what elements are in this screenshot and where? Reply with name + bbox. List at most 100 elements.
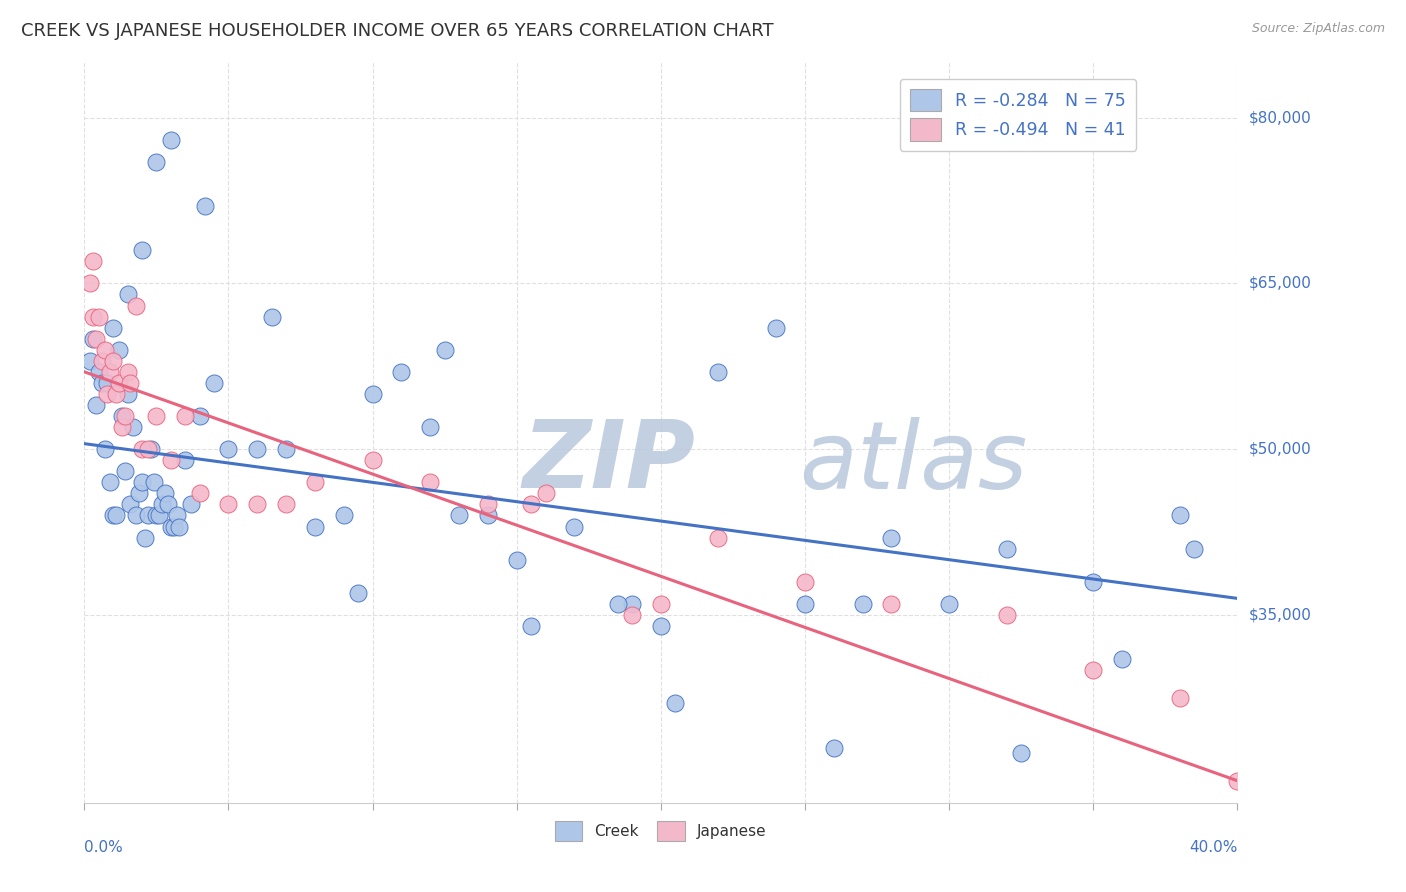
Point	[664, 697, 686, 711]
Text: $50,000: $50,000	[1249, 442, 1312, 457]
Point	[153, 486, 176, 500]
Point	[142, 475, 165, 490]
Point	[823, 740, 845, 755]
Point	[391, 365, 413, 379]
Legend: Creek, Japanese: Creek, Japanese	[548, 815, 773, 847]
Point	[794, 574, 817, 589]
Point	[87, 310, 110, 324]
Point	[169, 519, 191, 533]
Point	[333, 508, 356, 523]
Point	[131, 244, 153, 258]
Point	[111, 409, 134, 423]
Point	[156, 498, 179, 512]
Point	[114, 464, 136, 478]
Point	[117, 365, 139, 379]
Text: atlas: atlas	[799, 417, 1028, 508]
Point	[419, 420, 441, 434]
Point	[160, 453, 183, 467]
Point	[304, 475, 326, 490]
Point	[477, 508, 499, 523]
Point	[650, 619, 672, 633]
Point	[1182, 541, 1205, 556]
Point	[938, 597, 960, 611]
Point	[105, 508, 128, 523]
Point	[125, 508, 148, 523]
Point	[93, 442, 115, 457]
Point	[433, 343, 456, 357]
Point	[131, 442, 153, 457]
Point	[218, 442, 240, 457]
Point	[276, 498, 298, 512]
Point	[114, 409, 136, 423]
Point	[194, 199, 217, 213]
Point	[174, 453, 197, 467]
Text: Source: ZipAtlas.com: Source: ZipAtlas.com	[1251, 22, 1385, 36]
Point	[108, 376, 131, 390]
Point	[105, 387, 128, 401]
Point	[148, 508, 170, 523]
Point	[520, 498, 543, 512]
Point	[103, 353, 124, 368]
Point	[506, 552, 529, 566]
Point	[82, 310, 104, 324]
Point	[82, 254, 104, 268]
Text: $35,000: $35,000	[1249, 607, 1312, 623]
Point	[707, 531, 730, 545]
Point	[134, 531, 156, 545]
Point	[117, 287, 139, 301]
Point	[794, 597, 817, 611]
Point	[174, 409, 197, 423]
Point	[880, 531, 903, 545]
Point	[120, 376, 142, 390]
Point	[1168, 690, 1191, 705]
Text: ZIP: ZIP	[523, 417, 696, 508]
Point	[304, 519, 326, 533]
Point	[188, 409, 211, 423]
Point	[202, 376, 225, 390]
Point	[96, 387, 118, 401]
Point	[246, 498, 269, 512]
Point	[1226, 773, 1249, 788]
Point	[880, 597, 903, 611]
Point	[347, 586, 370, 600]
Point	[260, 310, 283, 324]
Point	[103, 508, 124, 523]
Point	[98, 475, 121, 490]
Point	[160, 133, 183, 147]
Point	[145, 508, 167, 523]
Text: 0.0%: 0.0%	[84, 840, 124, 855]
Point	[136, 442, 159, 457]
Point	[90, 376, 112, 390]
Point	[361, 387, 384, 401]
Point	[621, 597, 644, 611]
Point	[150, 498, 173, 512]
Point	[131, 475, 153, 490]
Point	[122, 420, 145, 434]
Point	[79, 353, 101, 368]
Point	[90, 353, 112, 368]
Point	[111, 420, 134, 434]
Point	[93, 343, 115, 357]
Point	[128, 486, 150, 500]
Point	[120, 498, 142, 512]
Text: CREEK VS JAPANESE HOUSEHOLDER INCOME OVER 65 YEARS CORRELATION CHART: CREEK VS JAPANESE HOUSEHOLDER INCOME OVE…	[21, 22, 773, 40]
Point	[79, 277, 101, 291]
Point	[477, 498, 499, 512]
Point	[84, 332, 107, 346]
Point	[145, 154, 167, 169]
Point	[1083, 663, 1105, 677]
Point	[1111, 652, 1133, 666]
Point	[1168, 508, 1191, 523]
Point	[82, 332, 104, 346]
Point	[852, 597, 875, 611]
Point	[96, 376, 118, 390]
Point	[166, 508, 188, 523]
Point	[707, 365, 730, 379]
Point	[84, 398, 107, 412]
Point	[564, 519, 586, 533]
Point	[606, 597, 628, 611]
Point	[621, 607, 644, 622]
Point	[117, 387, 139, 401]
Point	[218, 498, 240, 512]
Point	[136, 508, 159, 523]
